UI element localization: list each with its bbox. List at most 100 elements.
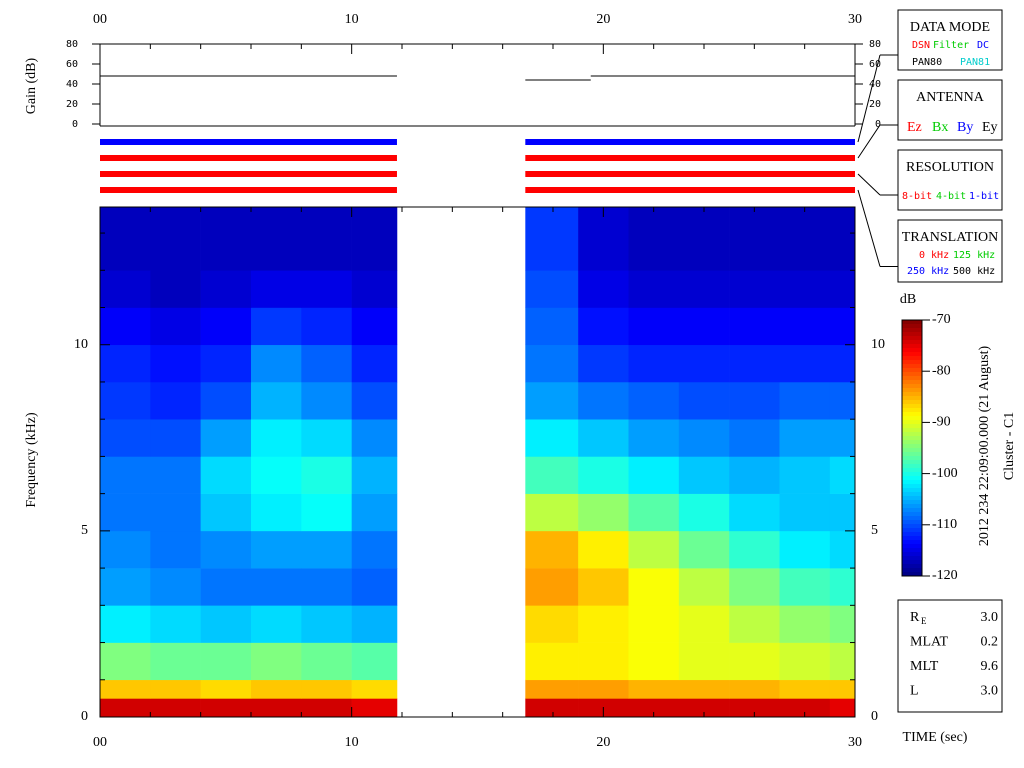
heatmap-cell	[678, 344, 730, 383]
heatmap-cell	[251, 530, 302, 569]
colorbar-swatch	[902, 560, 922, 565]
heatmap-cell	[525, 456, 579, 494]
colorbar-swatch	[902, 436, 922, 441]
heatmap-cell	[100, 207, 151, 271]
colorbar-label: dB	[900, 292, 916, 307]
legend-item: Bx	[932, 120, 948, 135]
heatmap-cell	[829, 207, 856, 271]
heatmap-cell	[301, 419, 352, 457]
heatmap-cell	[578, 679, 629, 699]
colorbar-swatch	[902, 444, 922, 449]
heatmap-cell	[251, 456, 302, 494]
heatmap-cell	[525, 270, 579, 308]
y-tick-label: 10	[871, 337, 885, 352]
info-value: 3.0	[981, 684, 999, 699]
heatmap-cell	[150, 419, 201, 457]
legend-item: 125 kHz	[953, 250, 995, 261]
info-label: MLAT	[910, 635, 949, 650]
colorbar-swatch	[902, 448, 922, 453]
heatmap-cell	[301, 344, 352, 383]
colorbar-swatch	[902, 564, 922, 569]
legend-item: PAN80	[912, 57, 942, 68]
heatmap-cell	[829, 344, 856, 383]
heatmap-cell	[779, 419, 831, 457]
mode-bar	[525, 155, 855, 161]
info-value: 9.6	[981, 659, 999, 674]
mode-bar	[525, 187, 855, 193]
heatmap-cell	[628, 270, 680, 308]
heatmap-cell	[729, 642, 780, 681]
legend-item: Filter	[933, 40, 969, 51]
heatmap-cell	[200, 307, 252, 346]
colorbar-swatch	[902, 572, 922, 577]
heatmap-cell	[351, 456, 398, 494]
heatmap-cell	[578, 344, 629, 383]
info-label: MLT	[910, 659, 939, 674]
heatmap-cell	[578, 270, 629, 308]
heatmap-cell	[729, 493, 780, 532]
heatmap-cell	[525, 642, 579, 681]
heatmap-cell	[251, 568, 302, 606]
colorbar-swatch	[902, 476, 922, 481]
heatmap-cell	[729, 679, 780, 699]
heatmap-cell	[525, 530, 579, 569]
heatmap-cell	[251, 419, 302, 457]
colorbar-swatch	[902, 452, 922, 457]
heatmap-cell	[100, 456, 151, 494]
legend-box	[897, 79, 1003, 141]
mode-bar	[100, 155, 397, 161]
heatmap-cell	[578, 307, 629, 346]
colorbar-swatch	[902, 496, 922, 501]
mode-bar	[100, 187, 397, 193]
legend-item: 8-bit	[902, 191, 932, 202]
heatmap-cell	[779, 605, 831, 643]
colorbar-swatch	[902, 336, 922, 341]
legend-item: 500 kHz	[953, 266, 995, 277]
colorbar-swatch	[902, 512, 922, 517]
heatmap-cell	[351, 207, 398, 271]
heatmap-cell	[678, 307, 730, 346]
heatmap-cell	[150, 530, 201, 569]
heatmap-cell	[829, 419, 856, 457]
x-tick-label: 30	[848, 735, 862, 750]
colorbar-swatch	[902, 396, 922, 401]
info-label: R	[910, 610, 920, 625]
legend-box	[897, 219, 1003, 283]
colorbar-swatch	[902, 328, 922, 333]
colorbar-swatch	[902, 320, 922, 325]
colorbar-swatch	[902, 456, 922, 461]
heatmap-cell	[251, 207, 302, 271]
plot-frame	[99, 206, 856, 718]
info-label-sub: E	[921, 616, 927, 626]
heatmap-cell	[729, 207, 780, 271]
legend-item: By	[957, 120, 973, 135]
heatmap-cell	[100, 381, 151, 420]
heatmap-cell	[525, 679, 579, 699]
heatmap-cell	[301, 493, 352, 532]
legend-item: DSN	[912, 40, 930, 51]
heatmap-cell	[301, 530, 352, 569]
heatmap-cell	[100, 419, 151, 457]
gain-tick-label: 60	[869, 59, 881, 70]
heatmap-cell	[525, 493, 579, 532]
heatmap-cell	[100, 698, 151, 718]
colorbar-swatch	[902, 424, 922, 429]
heatmap-cell	[351, 568, 398, 606]
heatmap-cell	[779, 207, 831, 271]
heatmap-cell	[779, 456, 831, 494]
info-label: L	[910, 684, 919, 699]
heatmap-cell	[251, 642, 302, 681]
heatmap-cell	[829, 568, 856, 606]
heatmap-cell	[779, 568, 831, 606]
x-tick-label: 00	[93, 12, 107, 27]
colorbar-swatch	[902, 524, 922, 529]
colorbar-swatch	[902, 544, 922, 549]
heatmap-cell	[351, 344, 398, 383]
colorbar-swatch	[902, 528, 922, 533]
heatmap-cell	[578, 642, 629, 681]
legend-item: 4-bit	[936, 191, 966, 202]
gain-tick-label: 40	[66, 79, 78, 90]
heatmap-cell	[351, 698, 398, 718]
heatmap-cell	[729, 456, 780, 494]
x-axis-label: TIME (sec)	[903, 730, 968, 745]
